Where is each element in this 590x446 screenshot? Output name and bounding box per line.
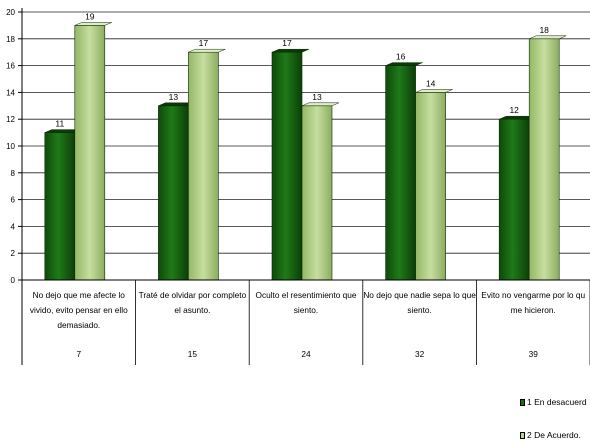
bar-top-face	[385, 62, 423, 66]
data-label: 18	[539, 25, 549, 35]
category-label-line: el asunto.	[174, 305, 210, 315]
bar-series-2	[415, 92, 446, 281]
data-label: 13	[169, 92, 179, 102]
category-code: 32	[415, 349, 425, 359]
legend-item-series-1: 1 En desacuerd	[520, 397, 587, 407]
category-code: 39	[529, 349, 539, 359]
y-tick-label: 18	[6, 35, 15, 44]
legend-swatch-dark	[520, 399, 525, 406]
category-label-line: me hicieron.	[511, 305, 556, 315]
bar-series-2	[528, 38, 560, 281]
category-code: 15	[188, 349, 198, 359]
bar-series-1	[498, 118, 530, 281]
category-label-line: Evito no vengarme por lo qu	[481, 290, 585, 300]
category-label-line: No dejo que nadie sepa lo que	[363, 290, 476, 300]
legend-label: 1 En desacuerd	[527, 397, 587, 407]
category-label-line: vivido, evito pensar en ello	[30, 305, 128, 315]
data-label: 13	[312, 92, 322, 102]
y-tick-label: 6	[11, 196, 16, 205]
bar-top-face	[301, 102, 340, 107]
y-axis-tick-labels: 0 2 4 6 8 10 12 14 16 18 20	[6, 8, 15, 285]
category-label-line: demasiado.	[57, 320, 100, 330]
axes	[18, 8, 590, 365]
y-tick-label: 2	[11, 249, 16, 258]
data-label: 11	[55, 119, 64, 129]
data-label: 16	[396, 52, 406, 62]
category-label-line: Traté de olvidar por completo	[139, 290, 247, 300]
category-label-line: No dejo que me afecte lo	[33, 290, 126, 300]
bar-series-1	[158, 105, 189, 281]
category-label-line: siento.	[294, 305, 318, 315]
data-label: 17	[282, 38, 292, 48]
bars	[44, 22, 567, 281]
category-label-line: Oculto el resentimiento que	[255, 290, 356, 300]
data-labels: 11 19 13 17 17 13 16 14 12 18	[55, 11, 549, 128]
bar-series-2	[188, 51, 219, 281]
bar-top-face	[74, 22, 112, 26]
y-tick-label: 14	[6, 88, 15, 97]
y-tick-label: 16	[6, 62, 15, 71]
bar-series-1	[44, 132, 76, 281]
y-tick-label: 8	[11, 169, 16, 178]
bar-series-1	[271, 51, 303, 281]
bar-top-face	[415, 89, 453, 93]
category-code: 24	[301, 349, 311, 359]
legend-swatch-light	[520, 432, 525, 439]
bar-top-face	[529, 35, 567, 40]
data-label: 17	[199, 38, 209, 48]
y-tick-label: 10	[6, 142, 15, 151]
data-label: 14	[426, 78, 436, 88]
bar-series-1	[385, 65, 416, 281]
data-label: 12	[509, 105, 519, 115]
y-tick-label: 4	[11, 222, 16, 231]
legend-label: 2 De Acuerdo.	[527, 430, 581, 440]
y-tick-label: 20	[6, 8, 15, 17]
legend-item-series-2: 2 De Acuerdo.	[520, 430, 581, 440]
category-code: 7	[76, 349, 81, 359]
data-label: 19	[85, 11, 95, 21]
y-tick-label: 12	[6, 115, 15, 124]
bar-series-2	[301, 105, 333, 281]
bar-top-face	[271, 48, 310, 53]
bar-top-face	[188, 48, 226, 53]
y-tick-label: 0	[11, 276, 16, 285]
category-table: No dejo que me afecte lo vivido, evito pe…	[30, 280, 590, 365]
category-label-line: siento.	[407, 305, 431, 315]
bar-series-2	[74, 25, 106, 281]
